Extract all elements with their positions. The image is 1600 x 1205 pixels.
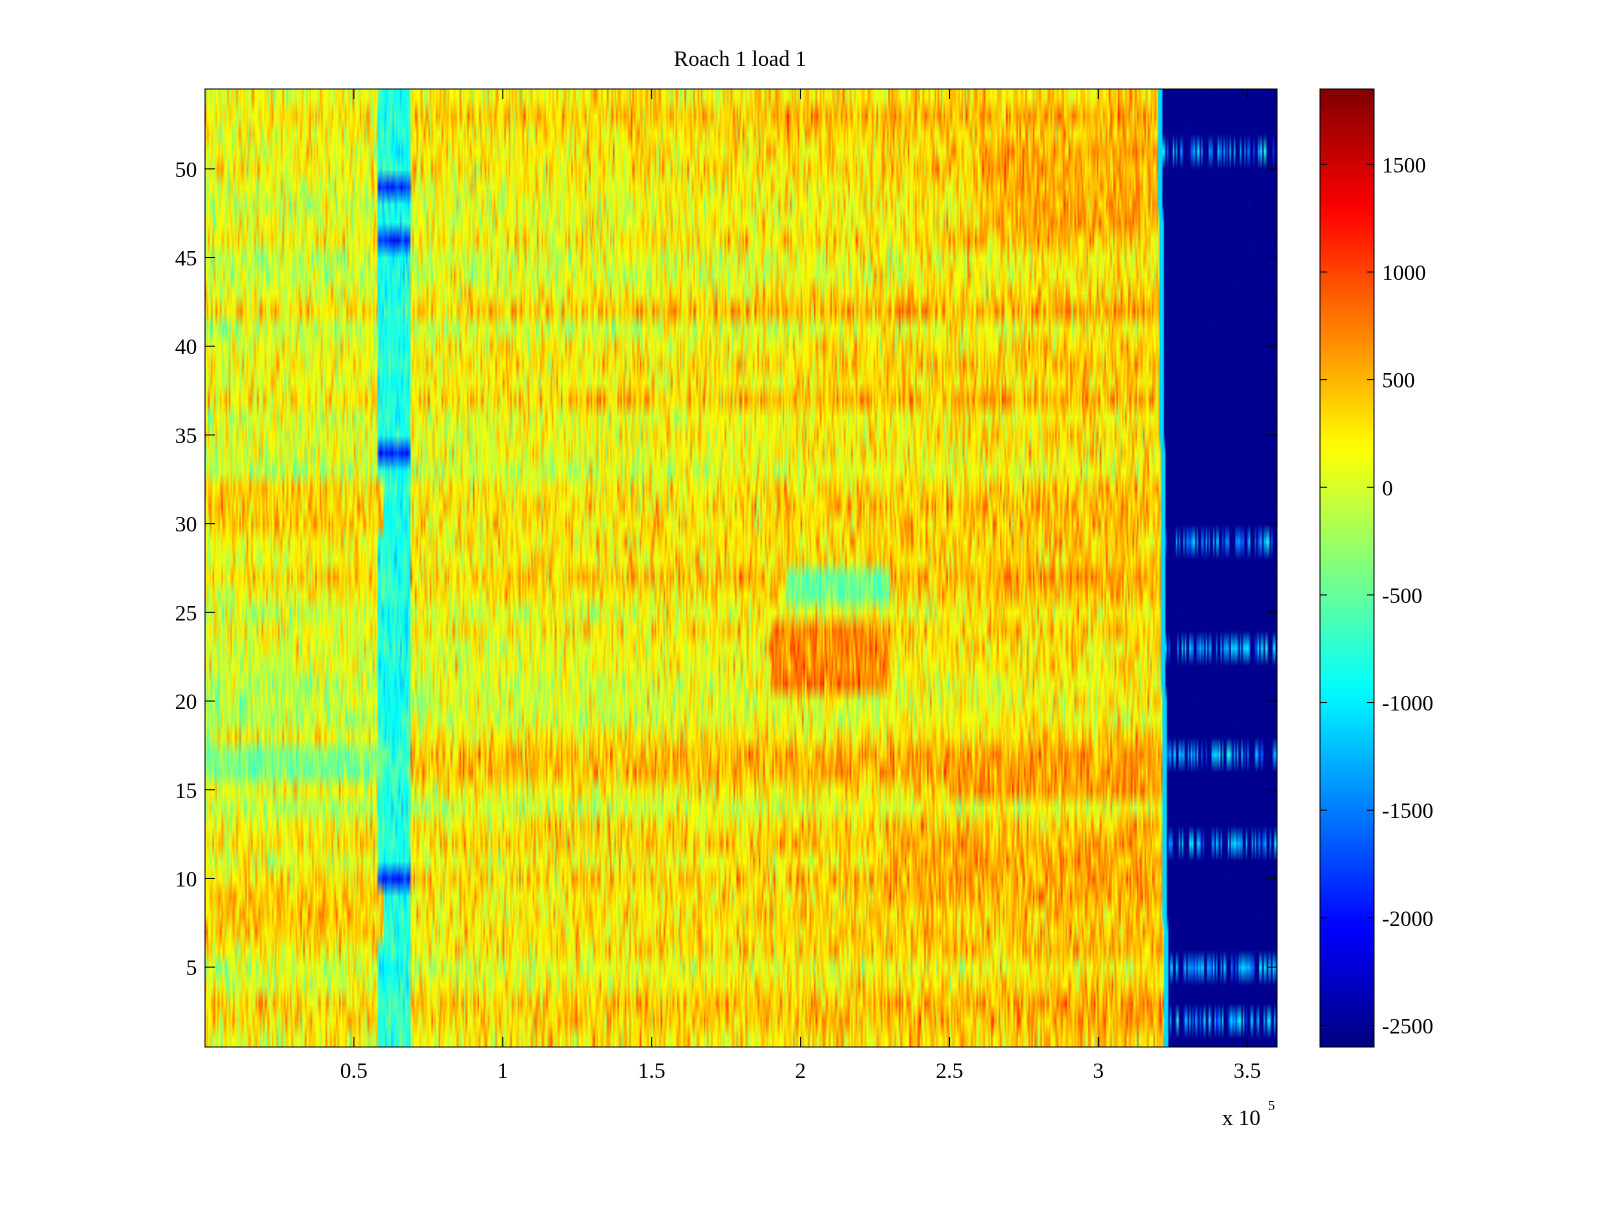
- colorbar-tick-label: -2000: [1382, 906, 1433, 931]
- y-tick-label: 10: [175, 866, 197, 891]
- x-tick-label: 1.5: [638, 1058, 666, 1083]
- y-axis: 5 10 15 20 25 30 35 40 45 50: [175, 157, 1277, 980]
- y-tick-label: 35: [175, 423, 197, 448]
- colorbar-ticks: 1500 1000 500 0 -500 -1000 -1500 -2000 -2500: [1320, 152, 1433, 1038]
- colorbar-tick-label: 500: [1382, 368, 1415, 393]
- heatmap-image: [205, 89, 1277, 1047]
- x-tick-label: 2: [795, 1058, 806, 1083]
- y-tick-label: 15: [175, 778, 197, 803]
- y-tick-label: 5: [186, 955, 197, 980]
- y-tick-label: 50: [175, 157, 197, 182]
- y-tick-label: 20: [175, 689, 197, 714]
- x-tick-label: 1: [497, 1058, 508, 1083]
- colorbar-tick-label: -1500: [1382, 798, 1433, 823]
- y-tick-label: 25: [175, 600, 197, 625]
- chart-title: Roach 1 load 1: [674, 46, 807, 71]
- x-tick-label: 2.5: [936, 1058, 964, 1083]
- colorbar-frame: [1319, 88, 1375, 1048]
- x-tick-label: 0.5: [340, 1058, 368, 1083]
- y-tick-label: 40: [175, 334, 197, 359]
- colorbar-tick-label: 1000: [1382, 260, 1426, 285]
- x-exponent-base: x 10: [1222, 1105, 1261, 1130]
- colorbar-tick-label: -500: [1382, 583, 1422, 608]
- colorbar-tick-label: 1500: [1382, 152, 1426, 177]
- x-tick-label: 3.5: [1233, 1058, 1261, 1083]
- x-exponent-label: x 10 5: [1222, 1099, 1275, 1130]
- x-exponent-power: 5: [1268, 1099, 1275, 1114]
- x-tick-label: 3: [1093, 1058, 1104, 1083]
- colorbar-tick-label: 0: [1382, 475, 1393, 500]
- plot-area: [204, 88, 1278, 1048]
- y-tick-label: 30: [175, 512, 197, 537]
- colorbar-gradient: [1320, 89, 1374, 1047]
- colorbar-tick-label: -1000: [1382, 691, 1433, 716]
- colorbar: 1500 1000 500 0 -500 -1000 -1500 -2000 -2500: [1319, 88, 1433, 1048]
- x-axis: 0.5 1 1.5 2 2.5 3 3.5: [340, 89, 1261, 1083]
- colorbar-tick-label: -2500: [1382, 1013, 1433, 1038]
- plot-frame: [204, 88, 1278, 1048]
- y-tick-label: 45: [175, 246, 197, 271]
